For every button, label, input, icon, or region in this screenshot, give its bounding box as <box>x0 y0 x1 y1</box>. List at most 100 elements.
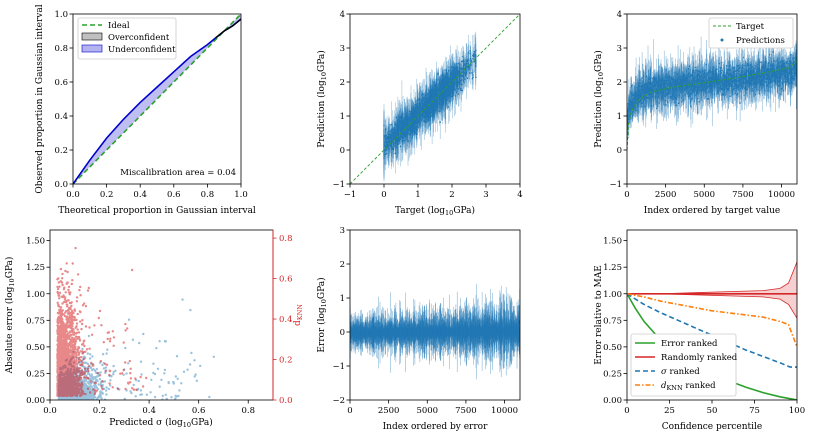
y-tick-label: 0.25 <box>603 369 622 379</box>
x-tick-label: 2500 <box>655 190 677 200</box>
legend-predictions-swatch <box>720 38 724 42</box>
y-tick-label: 0.00 <box>603 396 622 406</box>
x-tick-label: 0.8 <box>241 406 255 416</box>
ordered-error-panel: 0 2500 5000 7500 10000 −2 −1 0 1 2 3 Index ordered… <box>316 226 521 432</box>
error-vs-sigma-ylabel: Absolute error (log10GPa) <box>4 257 16 375</box>
y-tick-label: 3 <box>340 44 345 54</box>
y-tick-label: 0.75 <box>603 316 622 326</box>
error-vs-sigma-ylabel-right: dKNN <box>293 304 304 326</box>
y-tick-label: −1 <box>609 180 622 190</box>
error-vs-sigma-panel: 0.0 0.2 0.4 0.6 0.8 0.00 0.25 0.50 0.75 1.00 1.25 1… <box>4 229 304 429</box>
legend-overconfident-swatch <box>81 32 103 41</box>
y-tick-label: 2 <box>340 260 345 270</box>
x-tick-label: 0.6 <box>167 190 181 200</box>
legend-predictions: Predictions <box>736 36 785 46</box>
calibration-ylabel: Observed proportion in Gaussian interval <box>35 4 45 193</box>
y-tick-label: 0.50 <box>603 343 622 353</box>
calibration-legend: Ideal Overconfident Underconfident <box>77 17 177 60</box>
y-right-tick-label: 0.6 <box>279 275 293 285</box>
x-tick-label: 7500 <box>732 190 754 200</box>
confidence-legend: Error ranked Randomly ranked σ ranked dK… <box>630 333 738 397</box>
y-tick-label: 1 <box>340 112 345 122</box>
ordered-error-xlabel: Index ordered by error <box>383 422 488 432</box>
ordered-prediction-ylabel: Prediction (log10GPa) <box>593 50 605 148</box>
x-tick-label: 25 <box>664 406 675 416</box>
y-tick-label: 4 <box>617 10 622 20</box>
y-tick-label: 3 <box>340 226 345 236</box>
y-tick-label: 1.50 <box>26 237 45 247</box>
y-tick-label: 1.00 <box>26 290 45 300</box>
y-right-tick-label: 0.8 <box>279 234 293 244</box>
dknn-ranked-line <box>627 293 797 348</box>
legend-underconfident: Underconfident <box>108 45 176 55</box>
x-tick-label: 100 <box>789 406 805 416</box>
y-tick-label: 1.25 <box>603 263 622 273</box>
x-tick-label: 1 <box>415 190 420 200</box>
ordered-prediction-xlabel: Index ordered by target value <box>644 206 780 216</box>
parity-axes-frame <box>349 13 521 185</box>
y-tick-label: 0.50 <box>26 343 45 353</box>
confidence-panel: 0 25 50 75 100 0.00 0.25 0.50 0.75 1.00 1.25 1.50 C… <box>594 229 805 432</box>
legend-overconfident: Overconfident <box>108 33 170 43</box>
x-tick-label: 0.2 <box>100 190 114 200</box>
parity-ylabel: Prediction (log10GPa) <box>316 50 328 148</box>
calibration-xlabel: Theoretical proportion in Gaussian inter… <box>58 206 256 216</box>
y-tick-label: 0 <box>340 328 345 338</box>
parity-xlabel: Target (log10GPa) <box>395 205 475 217</box>
y-tick-label: 0.8 <box>54 44 68 54</box>
x-tick-label: 0 <box>381 190 386 200</box>
target-curve <box>627 60 797 151</box>
x-tick-label: 2 <box>449 190 454 200</box>
y-tick-label: 1.25 <box>26 263 45 273</box>
overconfident-segment <box>215 18 241 39</box>
x-tick-label: 5000 <box>416 406 438 416</box>
x-tick-label: 3 <box>483 190 488 200</box>
calibration-panel: 0.0 0.2 0.4 0.6 0.8 1.0 0.0 0.2 0.4 0.6 0.8 1.0 The… <box>35 4 256 216</box>
y-tick-label: 0.25 <box>26 369 45 379</box>
parity-ideal-line <box>350 14 520 184</box>
x-tick-label: 10000 <box>491 406 518 416</box>
y-tick-label: 4 <box>340 10 345 20</box>
x-tick-label: 50 <box>707 406 718 416</box>
x-tick-label: 0.2 <box>93 406 107 416</box>
y-tick-label: 0.6 <box>54 78 68 88</box>
y-tick-label: 0 <box>340 146 345 156</box>
y-tick-label: −1 <box>332 362 345 372</box>
legend-sigma-ranked: σ ranked <box>661 367 700 377</box>
y-tick-label: 1 <box>340 294 345 304</box>
x-tick-label: −1 <box>344 190 357 200</box>
confidence-ylabel: Error relative to MAE <box>594 265 604 365</box>
y-tick-label: 0.4 <box>54 112 68 122</box>
x-tick-label: 0.4 <box>133 190 147 200</box>
ordered-prediction-points <box>627 51 797 136</box>
parity-panel: −1 0 1 2 3 4 −1 0 1 2 3 4 Target (log10GPa) Predict… <box>316 10 523 217</box>
x-tick-label: 0 <box>624 406 629 416</box>
ordered-error-points <box>350 320 520 342</box>
legend-underconfident-swatch <box>81 44 103 53</box>
random-ranked-band <box>627 261 797 319</box>
ordered-error-ylabel: Error (log10GPa) <box>316 277 328 352</box>
x-tick-label: 0.6 <box>192 406 206 416</box>
legend-random-ranked: Randomly ranked <box>661 353 738 363</box>
x-tick-label: 1.0 <box>234 190 248 200</box>
random-band-upper <box>627 261 797 295</box>
sigma-ranked-line <box>627 293 797 368</box>
legend-ideal: Ideal <box>108 21 130 31</box>
y-tick-label: 1.00 <box>603 290 622 300</box>
y-tick-label: −1 <box>332 180 345 190</box>
x-tick-label: 2500 <box>378 406 400 416</box>
ordered-error-axes-frame <box>349 229 521 401</box>
dknn-points <box>56 246 148 398</box>
y-tick-label: −2 <box>332 396 345 406</box>
y-tick-label: 0 <box>617 146 622 156</box>
x-tick-label: 0.8 <box>201 190 215 200</box>
y-tick-label: 2 <box>617 78 622 88</box>
y-right-tick-label: 0.4 <box>279 315 293 325</box>
x-tick-label: 0 <box>624 190 629 200</box>
y-tick-label: 0.00 <box>26 396 45 406</box>
miscalibration-annotation: Miscalibration area = 0.04 <box>120 168 236 178</box>
y-tick-label: 1.50 <box>603 237 622 247</box>
y-right-tick-label: 0.0 <box>279 396 293 406</box>
y-tick-label: 0.75 <box>26 316 45 326</box>
